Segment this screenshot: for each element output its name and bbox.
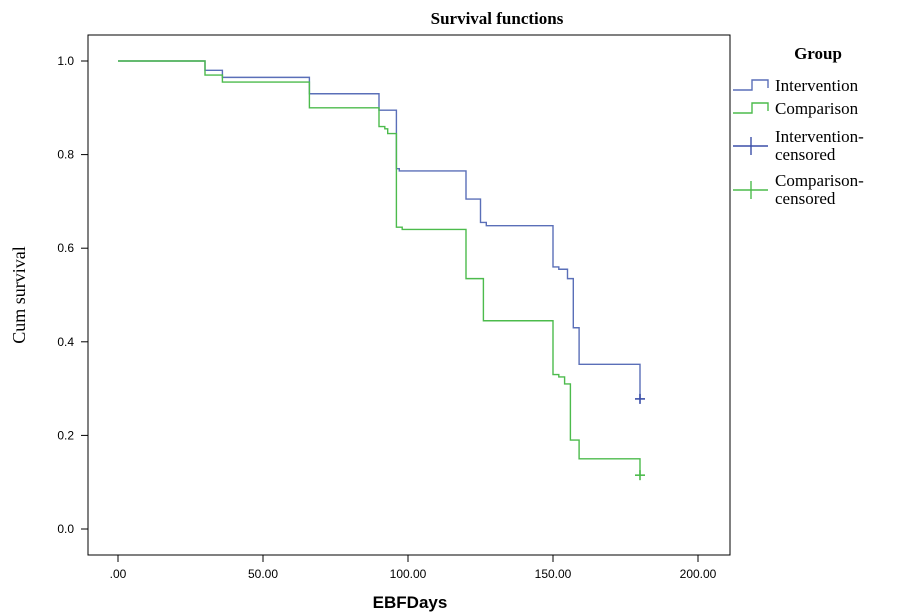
series-layer <box>118 60 645 481</box>
legend-entry: Comparison <box>733 99 859 118</box>
y-axis-label: Cum survival <box>9 246 29 344</box>
y-tick-label: 1.0 <box>57 54 74 68</box>
censor-mark-comparison <box>635 470 645 481</box>
x-axis: .00 50.00 100.00 150.00 200.00 <box>110 555 717 581</box>
legend-entry: Intervention <box>733 76 859 95</box>
y-tick-label: 0.8 <box>57 148 74 162</box>
y-tick-label: 0.6 <box>57 241 74 255</box>
x-tick-label: 150.00 <box>535 567 572 581</box>
legend-entry: Comparison-censored <box>733 171 864 208</box>
x-tick-label: .00 <box>110 567 127 581</box>
x-axis-label: EBFDays <box>373 593 448 612</box>
legend: Group Intervention Comparison Intervention-… <box>733 44 864 208</box>
plot-frame <box>87 34 731 556</box>
legend-title: Group <box>794 44 842 63</box>
legend-label: Intervention-censored <box>775 127 864 164</box>
chart-title: Survival functions <box>431 9 564 28</box>
x-tick-label: 50.00 <box>248 567 278 581</box>
censor-mark-intervention <box>635 393 645 404</box>
legend-line-swatch <box>733 79 769 91</box>
y-tick-label: 0.0 <box>57 522 74 536</box>
x-tick-label: 200.00 <box>680 567 717 581</box>
y-tick-label: 0.4 <box>57 335 74 349</box>
legend-entry: Intervention-censored <box>733 127 864 164</box>
y-tick-label: 0.2 <box>57 428 74 442</box>
series-line-intervention <box>118 60 641 399</box>
series-line-comparison <box>118 60 641 476</box>
legend-line-swatch <box>733 102 769 114</box>
legend-label: Comparison <box>775 99 859 118</box>
y-axis: 0.0 0.2 0.4 0.6 0.8 1.0 <box>57 54 88 536</box>
x-tick-label: 100.00 <box>390 567 427 581</box>
legend-label: Comparison-censored <box>775 171 864 208</box>
legend-label: Intervention <box>775 76 859 95</box>
